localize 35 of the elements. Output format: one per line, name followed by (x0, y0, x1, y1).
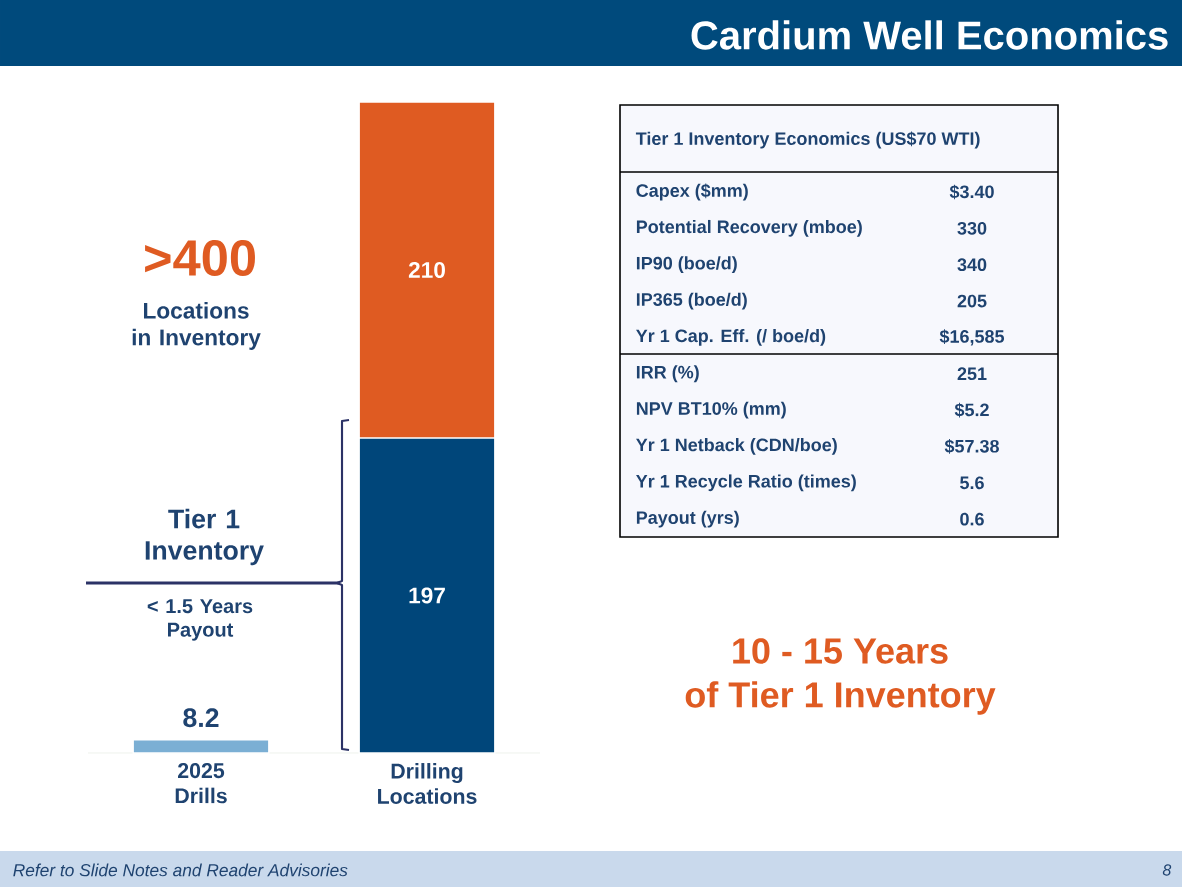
text: Capex ($mm) (636, 183, 748, 201)
text: IP90 (boe/d) (636, 256, 737, 274)
data-label: 210 (408, 261, 445, 278)
text: IP365 (boe/d) (636, 292, 747, 310)
x-tick-label: 2025 Drills (175, 763, 227, 804)
text: $5.2 (954, 402, 989, 418)
data-label: 8.2 (183, 708, 219, 728)
annotation: >400 (145, 240, 255, 276)
annotation: Tier 1 Inventory (145, 508, 264, 566)
text: Yr 1 Netback (CDN/boe) (636, 438, 837, 455)
text: Cardium Well Economics (691, 20, 1168, 50)
text: 205 (957, 294, 987, 308)
data-label: 197 (409, 587, 445, 604)
text: 10 - 15 Years (733, 638, 948, 664)
text: $57.38 (944, 439, 999, 454)
text: Payout (yrs) (636, 510, 739, 528)
text: 0.6 (960, 512, 984, 526)
text: 8 (1162, 864, 1172, 876)
text: 330 (957, 221, 987, 235)
annotation: Locations in Inventory (132, 302, 261, 350)
text: 251 (957, 367, 987, 381)
annotation: < 1.5 Years Payout (147, 599, 253, 641)
text: $16,585 (939, 329, 1005, 346)
text: 340 (957, 258, 987, 272)
text: Potential Recovery (mboe) (636, 219, 862, 237)
text: of Tier 1 Inventory (685, 681, 996, 715)
text: $3.40 (949, 184, 994, 200)
x-tick-label: Drilling Locations (378, 763, 477, 804)
text: Refer to Slide Notes and Reader Advisories (13, 863, 348, 877)
text: 5.6 (960, 476, 984, 490)
text: Tier 1 Inventory Economics (US$70 WTI) (635, 131, 980, 149)
text: IRR (%) (636, 365, 699, 383)
text: Yr 1 Recycle Ratio (times) (636, 474, 856, 492)
text: NPV BT10% (mm) (636, 401, 786, 419)
text: Yr 1 Cap. Eff. (/ boe/d) (636, 329, 826, 346)
